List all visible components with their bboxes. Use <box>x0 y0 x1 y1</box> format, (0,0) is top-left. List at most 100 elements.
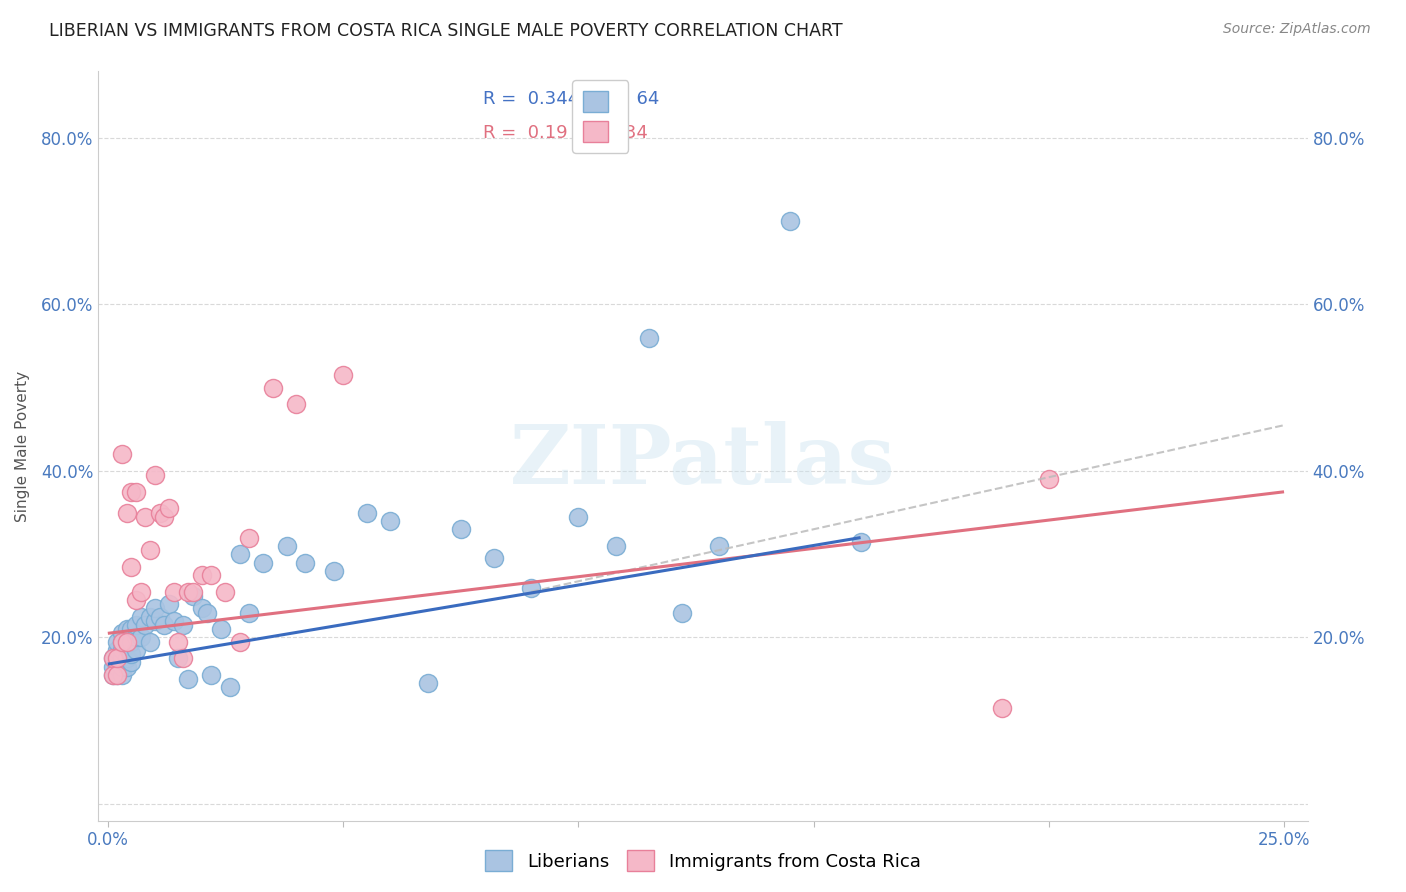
Point <box>101 651 124 665</box>
Point <box>709 539 731 553</box>
Point <box>252 556 274 570</box>
Point <box>115 634 138 648</box>
Point <box>200 668 222 682</box>
Point <box>238 531 260 545</box>
Point <box>134 509 156 524</box>
Point <box>105 668 128 682</box>
Point <box>200 568 222 582</box>
Point <box>181 589 204 603</box>
Point <box>143 468 166 483</box>
Point <box>482 551 505 566</box>
Text: ZIPatlas: ZIPatlas <box>510 421 896 501</box>
Point <box>115 634 138 648</box>
Point <box>157 597 180 611</box>
Point <box>285 397 308 411</box>
Legend: Liberians, Immigrants from Costa Rica: Liberians, Immigrants from Costa Rica <box>478 843 928 879</box>
Text: Source: ZipAtlas.com: Source: ZipAtlas.com <box>1223 22 1371 37</box>
Point <box>111 447 134 461</box>
Point <box>195 606 218 620</box>
Point <box>294 556 316 570</box>
Point <box>153 618 176 632</box>
Point <box>111 651 134 665</box>
Point <box>322 564 344 578</box>
Point <box>605 539 627 553</box>
Point <box>111 643 134 657</box>
Point <box>228 634 250 648</box>
Point <box>276 539 298 553</box>
Point <box>779 214 801 228</box>
Point <box>167 651 190 665</box>
Point <box>111 668 134 682</box>
Point <box>332 368 354 383</box>
Point <box>172 618 194 632</box>
Point <box>990 701 1012 715</box>
Point <box>191 568 214 582</box>
Point <box>105 651 128 665</box>
Point <box>129 609 152 624</box>
Point <box>105 659 128 673</box>
Point <box>125 593 148 607</box>
Point <box>172 651 194 665</box>
Point <box>120 656 142 670</box>
Point <box>125 631 148 645</box>
Point <box>219 681 242 695</box>
Point <box>101 668 124 682</box>
Point <box>120 647 142 661</box>
Point <box>111 659 134 673</box>
Point <box>181 584 204 599</box>
Y-axis label: Single Male Poverty: Single Male Poverty <box>15 370 30 522</box>
Point <box>139 543 162 558</box>
Text: LIBERIAN VS IMMIGRANTS FROM COSTA RICA SINGLE MALE POVERTY CORRELATION CHART: LIBERIAN VS IMMIGRANTS FROM COSTA RICA S… <box>49 22 842 40</box>
Legend: , : , <box>572 80 628 153</box>
Point <box>111 626 134 640</box>
Point <box>143 601 166 615</box>
Point <box>262 381 284 395</box>
Point <box>115 651 138 665</box>
Point <box>163 584 186 599</box>
Point <box>101 659 124 673</box>
Point <box>356 506 378 520</box>
Point <box>177 672 200 686</box>
Text: R =  0.19   N = 34: R = 0.19 N = 34 <box>482 124 648 142</box>
Point <box>111 634 134 648</box>
Point <box>520 581 543 595</box>
Point <box>191 601 214 615</box>
Point <box>416 676 439 690</box>
Point <box>105 651 128 665</box>
Point <box>129 584 152 599</box>
Point <box>163 614 186 628</box>
Point <box>105 634 128 648</box>
Point <box>115 659 138 673</box>
Point <box>120 622 142 636</box>
Point <box>214 584 236 599</box>
Point <box>101 668 124 682</box>
Point <box>238 606 260 620</box>
Point <box>671 606 693 620</box>
Point <box>228 547 250 561</box>
Point <box>129 631 152 645</box>
Point <box>125 643 148 657</box>
Point <box>125 484 148 499</box>
Point <box>638 331 661 345</box>
Point <box>120 559 142 574</box>
Point <box>177 584 200 599</box>
Point <box>105 643 128 657</box>
Text: R =  0.344   N = 64: R = 0.344 N = 64 <box>482 90 659 108</box>
Point <box>134 618 156 632</box>
Point <box>143 614 166 628</box>
Point <box>101 651 124 665</box>
Point <box>115 506 138 520</box>
Point <box>115 622 138 636</box>
Point <box>149 506 172 520</box>
Point <box>567 509 589 524</box>
Point <box>120 484 142 499</box>
Point <box>139 634 162 648</box>
Point <box>1038 472 1060 486</box>
Point <box>149 609 172 624</box>
Point <box>450 522 472 536</box>
Point <box>167 634 190 648</box>
Point <box>125 618 148 632</box>
Point <box>157 501 180 516</box>
Point <box>153 509 176 524</box>
Point <box>105 668 128 682</box>
